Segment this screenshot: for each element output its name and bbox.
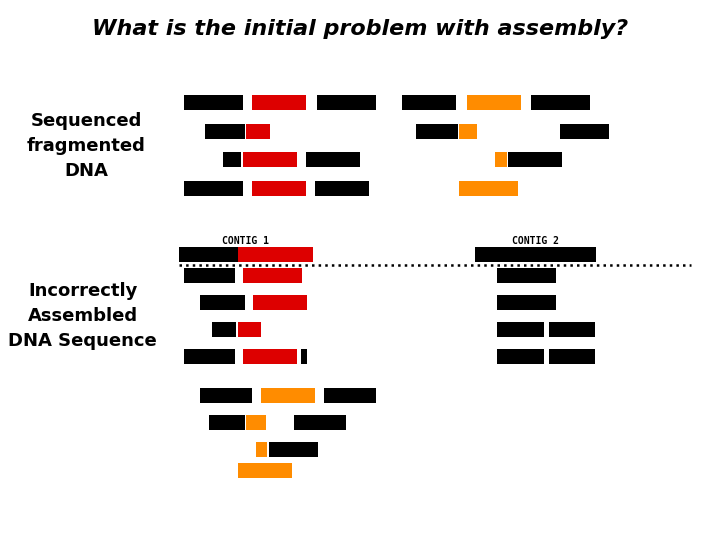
Text: Incorrectly
Assembled
DNA Sequence: Incorrectly Assembled DNA Sequence	[9, 282, 157, 350]
Bar	[317, 95, 376, 110]
Bar	[205, 124, 245, 139]
Bar	[179, 247, 313, 262]
Bar	[212, 322, 236, 337]
Bar	[209, 415, 245, 430]
Text: CONTIG 2: CONTIG 2	[512, 235, 559, 246]
Bar	[560, 124, 609, 139]
Bar	[475, 247, 596, 262]
Bar	[497, 295, 556, 310]
Bar	[184, 181, 243, 196]
Text: CONTIG 1: CONTIG 1	[222, 235, 269, 246]
Bar	[238, 247, 313, 262]
Bar	[459, 181, 518, 196]
Bar	[184, 349, 235, 364]
Bar	[508, 152, 562, 167]
Text: What is the initial problem with assembly?: What is the initial problem with assembl…	[92, 19, 628, 39]
Bar	[253, 295, 307, 310]
Bar	[200, 295, 245, 310]
Bar	[531, 95, 590, 110]
Bar	[416, 124, 458, 139]
Bar	[306, 152, 360, 167]
Bar	[252, 181, 306, 196]
Bar	[467, 95, 521, 110]
Bar	[269, 442, 318, 457]
Bar	[459, 124, 477, 139]
Bar	[243, 152, 297, 167]
Bar	[324, 388, 376, 403]
Text: Sequenced
fragmented
DNA: Sequenced fragmented DNA	[27, 112, 146, 180]
Bar	[243, 268, 302, 283]
Bar	[184, 95, 243, 110]
Bar	[200, 388, 252, 403]
Bar	[497, 322, 544, 337]
Bar	[243, 349, 297, 364]
Bar	[294, 415, 346, 430]
Bar	[246, 124, 270, 139]
Bar	[495, 152, 507, 167]
Bar	[223, 152, 241, 167]
Bar	[238, 322, 261, 337]
Bar	[238, 463, 292, 478]
Bar	[497, 268, 556, 283]
Bar	[301, 349, 307, 364]
Bar	[402, 95, 456, 110]
Bar	[315, 181, 369, 196]
Bar	[184, 268, 235, 283]
Bar	[549, 322, 595, 337]
Bar	[549, 349, 595, 364]
Bar	[256, 442, 267, 457]
Bar	[246, 415, 266, 430]
Bar	[261, 388, 315, 403]
Bar	[497, 349, 544, 364]
Bar	[252, 95, 306, 110]
